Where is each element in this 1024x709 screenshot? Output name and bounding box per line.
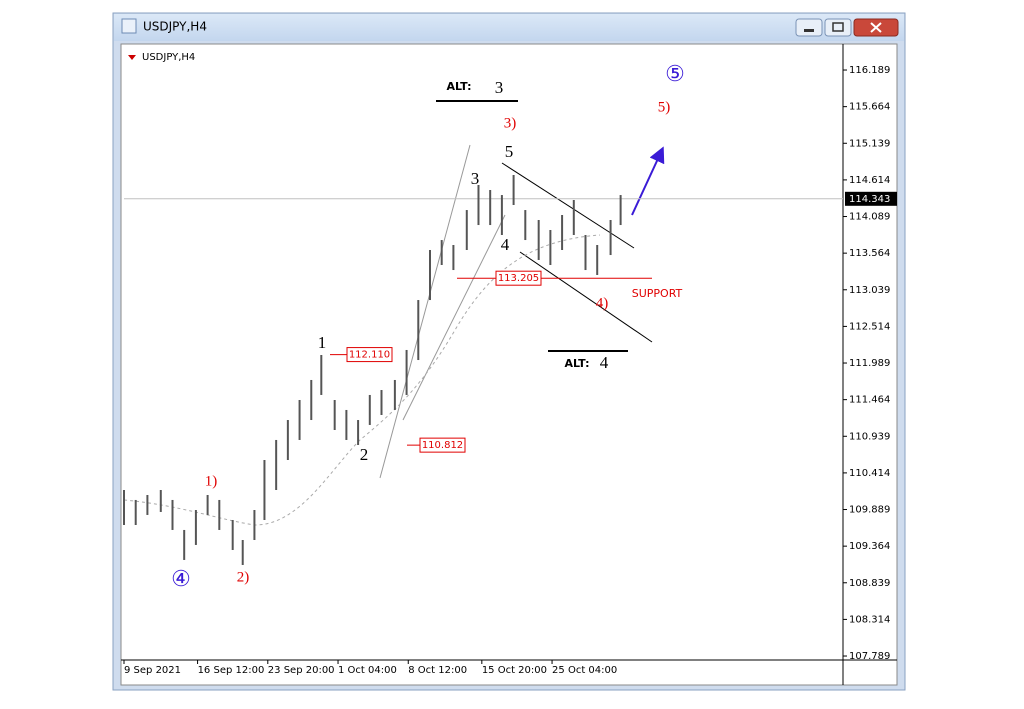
minimize-icon bbox=[804, 29, 814, 32]
y-tick-label: 110.414 bbox=[849, 468, 890, 479]
wave-label: ⑤ bbox=[665, 61, 685, 86]
y-tick-label: 113.039 bbox=[849, 285, 890, 296]
y-tick-label: 111.464 bbox=[849, 395, 890, 406]
y-tick-label: 112.514 bbox=[849, 321, 890, 332]
wave-label: 3 bbox=[471, 169, 480, 188]
wave-label: 3) bbox=[504, 115, 517, 131]
chart-area bbox=[120, 43, 898, 686]
x-tick-label: 15 Oct 20:00 bbox=[482, 665, 547, 676]
channel-line bbox=[379, 144, 471, 479]
symbol-marker bbox=[128, 55, 136, 60]
wave-label: ④ bbox=[171, 566, 191, 591]
x-tick-label: 8 Oct 12:00 bbox=[408, 665, 467, 676]
wave-label: ALT: bbox=[564, 357, 589, 370]
maximize-icon bbox=[832, 22, 844, 32]
projection-arrow bbox=[631, 146, 665, 216]
y-tick-label: 114.089 bbox=[849, 212, 890, 223]
y-tick-label: 115.139 bbox=[849, 138, 890, 149]
current-price-box bbox=[845, 191, 897, 206]
y-tick-label: 113.564 bbox=[849, 248, 890, 259]
y-tick-label: 116.189 bbox=[849, 65, 890, 76]
channel-line bbox=[402, 214, 506, 421]
ma-line bbox=[123, 234, 601, 526]
wave-label: ALT: bbox=[446, 80, 471, 93]
y-tick-label: 109.889 bbox=[849, 505, 890, 516]
maximize-button[interactable] bbox=[824, 18, 852, 37]
wave-label: 3 bbox=[495, 78, 504, 97]
minimize-button[interactable] bbox=[795, 18, 823, 37]
chart-title: USDJPY,H4 bbox=[142, 52, 195, 63]
y-tick-label: 108.314 bbox=[849, 614, 890, 625]
x-tick-label: 25 Oct 04:00 bbox=[552, 665, 617, 676]
y-tick-label: 107.789 bbox=[849, 651, 890, 662]
y-tick-label: 114.614 bbox=[849, 175, 890, 186]
wedge-line bbox=[519, 251, 653, 343]
wave-label: 4 bbox=[600, 353, 609, 372]
wave-label: 1 bbox=[318, 333, 327, 352]
x-tick-label: 23 Sep 20:00 bbox=[268, 665, 335, 676]
support-label: SUPPORT bbox=[632, 287, 683, 300]
level-box bbox=[495, 270, 542, 286]
wave-label: 5 bbox=[505, 142, 514, 161]
level-label: 113.205 bbox=[498, 273, 539, 284]
y-tick-label: 110.939 bbox=[849, 431, 890, 442]
wave-label: 5) bbox=[658, 99, 671, 115]
wave-label: 1) bbox=[205, 473, 218, 489]
level-label: 112.110 bbox=[349, 350, 390, 361]
title-bar bbox=[114, 14, 904, 41]
x-tick-label: 16 Sep 12:00 bbox=[198, 665, 265, 676]
wave-label: 4 bbox=[501, 235, 510, 254]
wave-label: 2) bbox=[237, 569, 250, 585]
drawings bbox=[379, 100, 665, 479]
x-tick-label: 9 Sep 2021 bbox=[124, 665, 181, 676]
y-tick-label: 108.839 bbox=[849, 578, 890, 589]
y-tick-label: 115.664 bbox=[849, 102, 890, 113]
y-tick-label: 111.989 bbox=[849, 358, 890, 369]
x-tick-label: 1 Oct 04:00 bbox=[338, 665, 397, 676]
window-icon bbox=[121, 18, 137, 34]
wave-label: 2 bbox=[360, 445, 369, 464]
wedge-line bbox=[501, 162, 635, 249]
window-title: USDJPY,H4 bbox=[143, 20, 207, 34]
current-price-label: 114.343 bbox=[849, 194, 890, 205]
level-box bbox=[419, 437, 466, 453]
wave-label: 4) bbox=[596, 295, 609, 311]
y-tick-label: 109.364 bbox=[849, 541, 890, 552]
close-icon bbox=[870, 22, 882, 33]
level-box bbox=[346, 347, 393, 363]
level-label: 110.812 bbox=[422, 440, 463, 451]
